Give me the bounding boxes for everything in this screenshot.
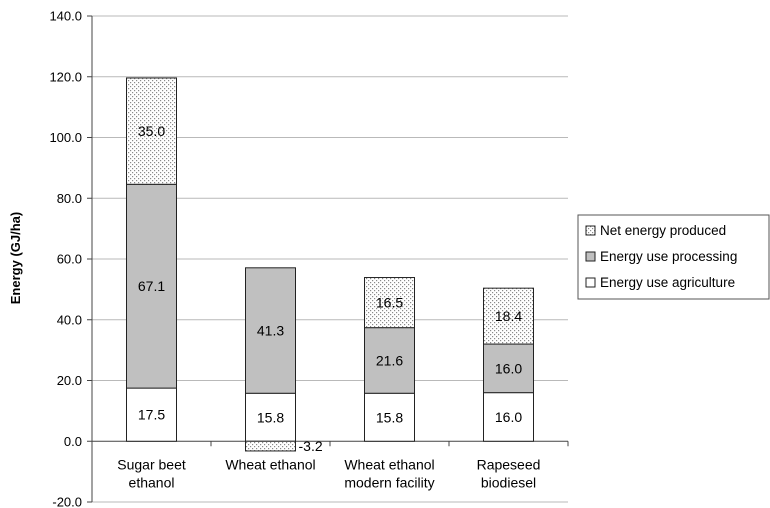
y-axis-label: Energy (GJ/ha) bbox=[8, 212, 23, 304]
bar-segment bbox=[364, 327, 415, 394]
x-category-label: Wheat ethanol bbox=[225, 456, 315, 472]
bar-segment bbox=[364, 392, 415, 442]
bars bbox=[126, 77, 534, 452]
y-tick-label: 40.0 bbox=[57, 312, 82, 327]
bar-segment bbox=[126, 387, 177, 442]
bar-segment bbox=[245, 392, 296, 442]
data-label: 17.5 bbox=[138, 407, 165, 423]
x-category-label-line: biodiesel bbox=[481, 474, 536, 490]
data-label: 15.8 bbox=[376, 409, 403, 425]
y-tick-label: -20.0 bbox=[52, 495, 82, 508]
bar-segment bbox=[245, 267, 296, 394]
legend-entry-label: Energy use agriculture bbox=[600, 275, 735, 290]
x-category-label-line: Sugar beet bbox=[117, 456, 186, 472]
x-category-label-line: Wheat ethanol bbox=[225, 456, 315, 472]
y-tick-label: 140.0 bbox=[49, 9, 82, 24]
data-label: 35.0 bbox=[138, 123, 165, 139]
legend: Net energy produced Energy use processing… bbox=[577, 214, 770, 300]
legend-box bbox=[577, 214, 770, 300]
data-label: 41.3 bbox=[257, 323, 284, 339]
y-tick-label: 80.0 bbox=[57, 191, 82, 206]
legend-entry-label: Net energy produced bbox=[600, 223, 726, 238]
data-label: -3.2 bbox=[299, 438, 323, 454]
bar-segment bbox=[364, 277, 415, 329]
bar-segment bbox=[245, 440, 296, 452]
axes: -20.0 0.0 20.0 40.0 60.0 80.0 100.0 120.0 140.0 S… bbox=[49, 9, 569, 508]
bar-segment bbox=[126, 183, 177, 389]
data-label: 21.6 bbox=[376, 352, 403, 368]
x-category-label-line: Wheat ethanol bbox=[344, 456, 434, 472]
bar-segment bbox=[483, 287, 534, 345]
y-tick-label: 100.0 bbox=[49, 130, 82, 145]
y-tick-label: 120.0 bbox=[49, 69, 82, 84]
data-label: 15.8 bbox=[257, 409, 284, 425]
legend-swatch bbox=[585, 225, 596, 236]
x-category-label-line: Rapeseed bbox=[477, 456, 541, 472]
y-tick-label: 60.0 bbox=[57, 252, 82, 267]
data-labels: 17.5 67.1 35.0 15.8 41.3 -3.2 15.8 21.6 16.5 16.0… bbox=[138, 123, 522, 454]
x-category-label-line: ethanol bbox=[129, 474, 175, 490]
x-category-label: Rapeseed biodiesel bbox=[477, 456, 541, 490]
x-category-label-line: modern facility bbox=[344, 474, 434, 490]
bar-segment bbox=[483, 392, 534, 442]
data-label: 18.4 bbox=[495, 308, 522, 324]
bar-segment bbox=[126, 77, 177, 185]
data-label: 16.5 bbox=[376, 295, 403, 311]
data-label: 16.0 bbox=[495, 409, 522, 425]
y-tick-label: 0.0 bbox=[64, 434, 82, 449]
data-label: 67.1 bbox=[138, 278, 165, 294]
data-label: 16.0 bbox=[495, 360, 522, 376]
legend-entry-label: Energy use processing bbox=[600, 249, 737, 264]
legend-swatch bbox=[585, 277, 596, 288]
x-category-label: Sugar beet ethanol bbox=[117, 456, 186, 490]
x-category-label: Wheat ethanol modern facility bbox=[344, 456, 434, 490]
legend-swatch bbox=[585, 251, 596, 262]
y-tick-label: 20.0 bbox=[57, 373, 82, 388]
